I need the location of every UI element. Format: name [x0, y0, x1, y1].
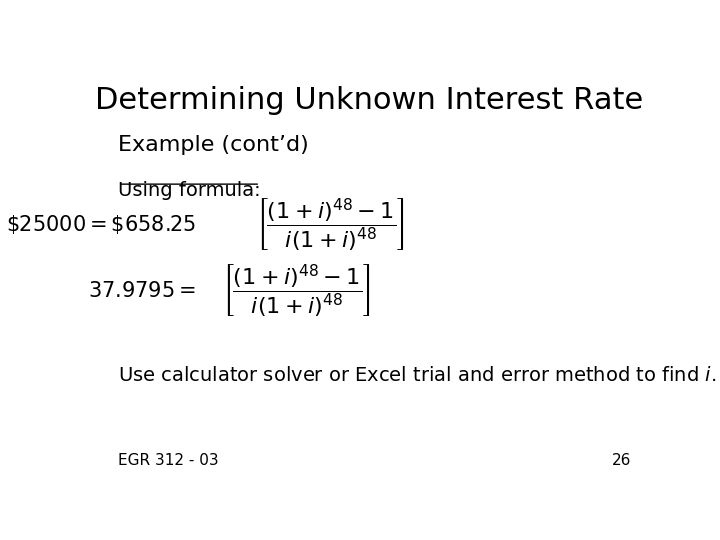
Text: Using formula:: Using formula: — [118, 181, 261, 200]
Text: $\left[\dfrac{(1+i)^{48}-1}{i(1+i)^{48}}\right]$: $\left[\dfrac{(1+i)^{48}-1}{i(1+i)^{48}}… — [256, 196, 405, 254]
Text: EGR 312 - 03: EGR 312 - 03 — [118, 453, 219, 468]
Text: $\$25000 = \$658.25$: $\$25000 = \$658.25$ — [6, 213, 196, 237]
Text: 26: 26 — [612, 453, 631, 468]
Text: Determining Unknown Interest Rate: Determining Unknown Interest Rate — [95, 85, 643, 114]
Text: Example (cont’d): Example (cont’d) — [118, 136, 309, 156]
Text: Use calculator solver or Excel trial and error method to find $i$.: Use calculator solver or Excel trial and… — [118, 366, 716, 385]
Text: $37.9795 =$: $37.9795 =$ — [89, 281, 196, 301]
Text: $\left[\dfrac{(1+i)^{48}-1}{i(1+i)^{48}}\right]$: $\left[\dfrac{(1+i)^{48}-1}{i(1+i)^{48}}… — [222, 262, 371, 320]
